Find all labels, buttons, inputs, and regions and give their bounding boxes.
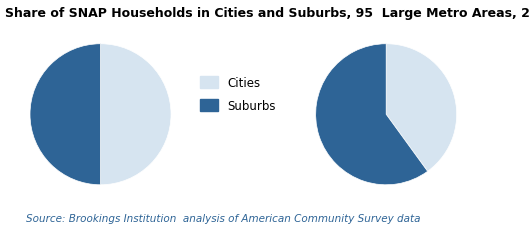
Wedge shape [386,45,457,171]
Legend: Cities, Suburbs: Cities, Suburbs [196,72,280,117]
Wedge shape [101,45,171,185]
Text: Share of SNAP Households in Cities and Suburbs, 95  Large Metro Areas, 2007  and: Share of SNAP Households in Cities and S… [5,7,529,20]
Wedge shape [316,45,427,185]
Text: Source: Brookings Institution  analysis of American Community Survey data: Source: Brookings Institution analysis o… [26,213,421,223]
Wedge shape [30,45,101,185]
